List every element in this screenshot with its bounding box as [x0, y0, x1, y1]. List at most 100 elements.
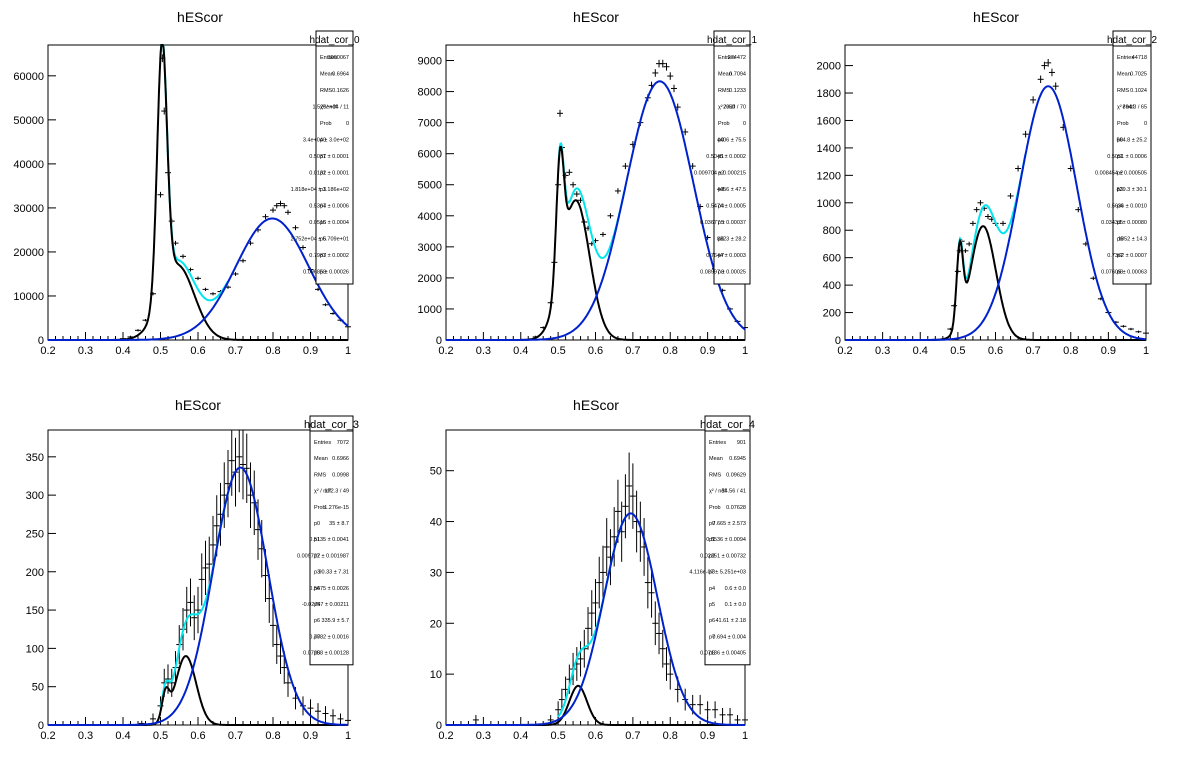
chart-title: hEScor [573, 9, 619, 25]
data-point [577, 641, 584, 677]
data-point [727, 707, 734, 722]
data-point [570, 181, 577, 188]
stats-box: hdat_cor_3 Entries 7072 Mean 0.6966 RMS 0.0998… [297, 415, 359, 666]
stats-row-value: 0.0516 ± 0.0004 [309, 220, 349, 226]
x-tick-label: 0.6 [588, 345, 603, 357]
stats-row-label: p0 [1117, 138, 1123, 144]
data-point [626, 452, 633, 520]
stats-row-label: p7 [1117, 253, 1123, 259]
data-point [1135, 330, 1142, 333]
stats-row-label: χ² / ndf [320, 105, 337, 111]
stats-row-value: 0.09629 [726, 472, 746, 478]
y-tick-label: 5000 [418, 180, 442, 192]
data-point [573, 191, 580, 197]
y-tick-label: 800 [823, 225, 841, 237]
data-point [556, 109, 563, 117]
stats-row-value: 0.7983 ± 0.0002 [309, 253, 349, 259]
stats-row-label: p4 [718, 204, 724, 210]
stats-box: hdat_cor_4 Entries 901 Mean 0.6945 RMS 0.09629… [689, 415, 755, 666]
data-point [984, 213, 991, 220]
y-tick-label: 400 [823, 280, 841, 292]
stats-row-label: p0 [718, 138, 724, 144]
stats-row-label: Entries [1117, 55, 1134, 61]
stats-box-frame [704, 415, 751, 666]
data-point [734, 715, 741, 725]
data-point [596, 556, 603, 609]
stats-row-label: p2 [320, 171, 326, 177]
data-point [202, 287, 209, 292]
stats-row-label: RMS [320, 88, 333, 94]
stats-row-label: p1 [709, 537, 715, 543]
stats-row-value: 0.7644 ± 0.0003 [706, 253, 746, 259]
x-tick-label: 0.4 [115, 345, 130, 357]
stats-row-label: Prob [718, 121, 730, 127]
data-point [704, 701, 711, 719]
data-point [614, 479, 621, 544]
data-point [198, 553, 205, 606]
stats-row-value: 0.7025 [1130, 72, 1147, 78]
data-point [1007, 193, 1014, 199]
x-tick-label: 0.9 [303, 345, 318, 357]
stats-row-value: 0.7082 ± 0.0016 [309, 634, 349, 640]
data-point [592, 579, 599, 627]
stats-row-label: RMS [314, 472, 327, 478]
data-point [273, 625, 280, 664]
data-point [558, 688, 565, 711]
data-point [285, 668, 291, 697]
data-point [644, 556, 651, 609]
x-tick-label: 0.5 [153, 730, 168, 742]
data-point [588, 590, 595, 636]
data-point [611, 507, 618, 567]
data-point [659, 59, 666, 68]
x-tick-label: 0.7 [228, 345, 243, 357]
data-point [281, 203, 288, 209]
stats-row-label: RMS [709, 472, 722, 478]
stats-row-label: p1 [320, 154, 326, 160]
data-point [663, 647, 670, 681]
stats-row-value: 0.1626 [332, 88, 349, 94]
y-tick-label: 300 [26, 490, 44, 502]
stats-row-label: p8 [718, 270, 724, 276]
y-tick-label: 1600 [817, 115, 841, 127]
stats-row-value: 0.009704 ± 0.000215 [694, 171, 746, 177]
fit-broad-curve [48, 466, 348, 726]
data-point [1000, 220, 1007, 226]
stats-row-value: 0.03433 ± 0.00080 [1101, 220, 1147, 226]
stats-row-label: p6 [320, 237, 326, 243]
stats-row-value: 0.6 ± 0.0 [725, 586, 746, 592]
y-tick-label: 150 [26, 605, 44, 617]
data-point [285, 209, 291, 215]
y-tick-label: 6000 [418, 149, 442, 161]
fit-broad-curve [446, 80, 746, 341]
data-point [330, 709, 336, 723]
y-tick-label: 1400 [817, 143, 841, 155]
stats-row-value: 3.4e+04 ± 3.0e+02 [303, 138, 349, 144]
stats-row-value: 0.5675 ± 0.0026 [309, 586, 349, 592]
data-point [607, 213, 614, 219]
stats-row-value: 44718 [1132, 55, 1147, 61]
chart-title: hEScor [973, 9, 1019, 25]
stats-row-label: Mean [1117, 72, 1131, 78]
data-point [712, 701, 719, 719]
fit-broad-curve [48, 217, 349, 341]
x-tick-label: 0.9 [700, 730, 715, 742]
stats-box-frame [309, 415, 354, 666]
data-point [1048, 68, 1055, 77]
data-point [599, 232, 606, 237]
y-tick-label: 3000 [418, 242, 442, 254]
stats-row-label: p1 [314, 537, 320, 543]
y-tick-label: 1200 [817, 170, 841, 182]
y-tick-label: 30 [430, 567, 442, 579]
x-tick-label: 0.8 [1063, 345, 1078, 357]
x-tick-label: 0.8 [663, 730, 678, 742]
y-tick-label: 0 [436, 720, 442, 732]
stats-row-value: 0.08997 ± 0.00025 [700, 270, 746, 276]
data-point [622, 163, 629, 170]
x-tick-label: 0.5 [550, 345, 565, 357]
x-tick-label: 0.6 [988, 345, 1003, 357]
data-point [345, 715, 351, 725]
chart-panel-2: hEScor 0.2 0.3 0.4 0.5 0.6 0.7 0.8 0.9 1 0 200 400 60… [817, 9, 1158, 357]
data-point [240, 258, 246, 263]
